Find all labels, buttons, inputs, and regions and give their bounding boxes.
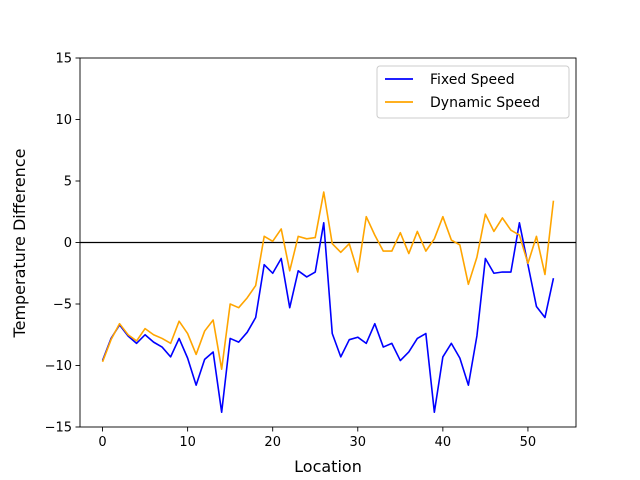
y-tick-label: 15 <box>55 52 72 67</box>
y-tick-label: −5 <box>53 298 72 313</box>
legend-label: Dynamic Speed <box>430 95 540 111</box>
y-tick-label: −10 <box>45 359 72 374</box>
series-line-fixed-speed <box>101 222 555 414</box>
y-axis-label: Temperature Difference <box>10 149 29 339</box>
x-tick-label: 0 <box>98 435 106 450</box>
legend-box <box>376 65 570 119</box>
x-tick-label: 40 <box>435 435 452 450</box>
y-tick-label: 0 <box>64 236 72 251</box>
y-tick-label: −15 <box>45 421 72 436</box>
series-line-dynamic-speed <box>101 191 555 370</box>
y-tick-label: 10 <box>55 113 72 128</box>
plot-area <box>80 191 576 414</box>
x-tick-label: 10 <box>179 435 196 450</box>
legend-label: Fixed Speed <box>430 72 515 88</box>
x-tick-label: 30 <box>350 435 367 450</box>
x-axis-label: Location <box>294 457 362 476</box>
legend: Fixed Speed Dynamic Speed <box>376 65 570 119</box>
axes: 0 10 20 30 40 50 −15 −10 −5 0 5 10 15 <box>45 52 577 450</box>
x-tick-label: 20 <box>264 435 281 450</box>
x-tick-label: 50 <box>520 435 537 450</box>
y-tick-label: 5 <box>64 175 72 190</box>
